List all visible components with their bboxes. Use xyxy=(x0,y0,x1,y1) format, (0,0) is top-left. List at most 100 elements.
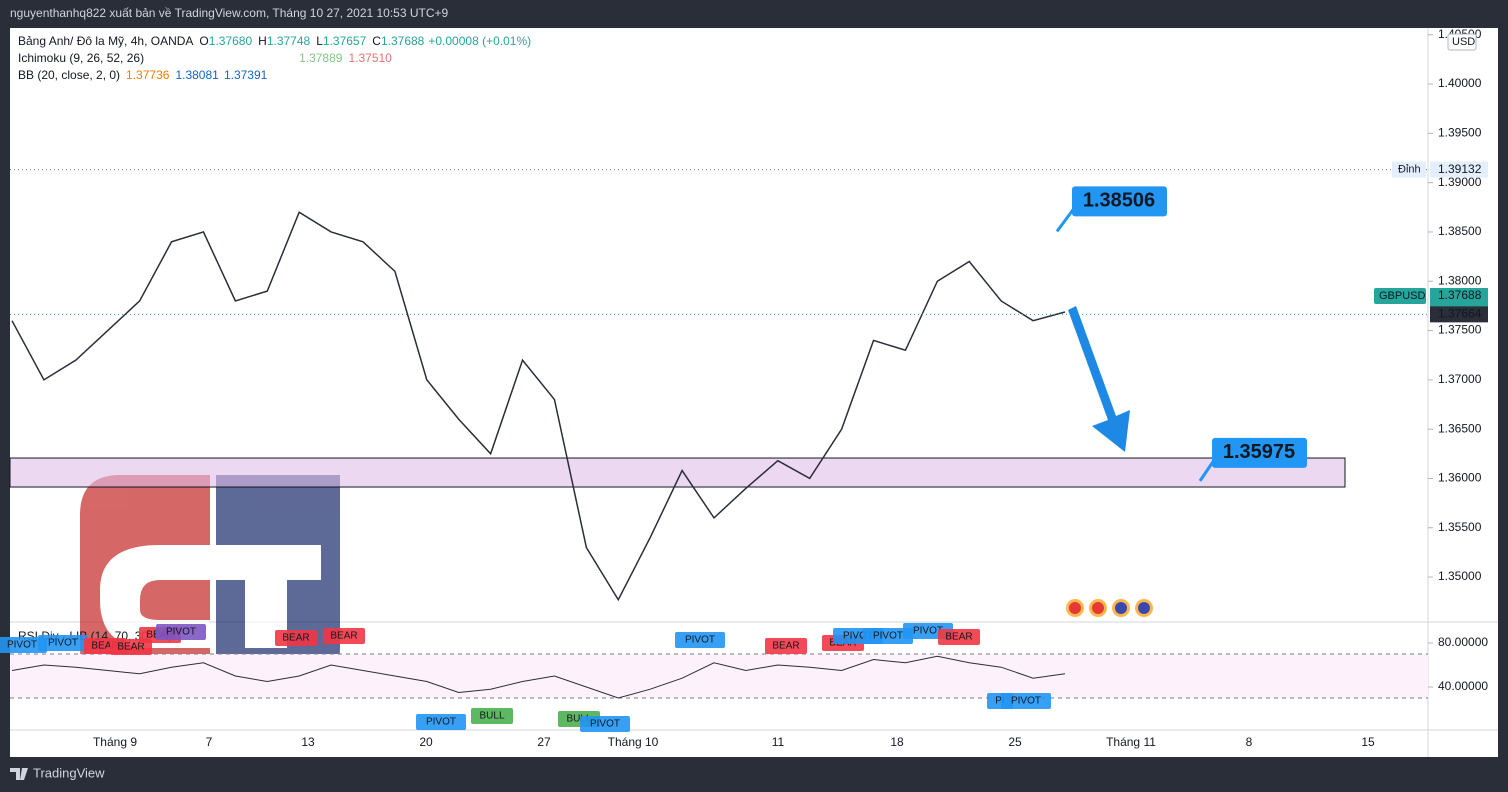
ohlc-key: H xyxy=(258,34,267,48)
signal-tag xyxy=(416,714,466,730)
brand-logo xyxy=(10,768,28,780)
x-tick-label: Tháng 11 xyxy=(1106,735,1156,749)
signal-label: BEAR xyxy=(91,641,118,652)
signal-label: BEAR xyxy=(282,633,309,644)
x-tick-label: Tháng 10 xyxy=(608,735,659,749)
ohlc-key: C xyxy=(372,34,381,48)
signal-tag xyxy=(156,624,206,640)
signal-label: PIVOT xyxy=(1011,696,1041,707)
symbol-tag xyxy=(1374,287,1426,304)
signal-label: PIVOT xyxy=(913,626,943,637)
callout-label: 1.35975 xyxy=(1223,441,1295,463)
signal-label: PIVOT xyxy=(7,640,37,651)
signal-label: BEAR xyxy=(117,642,144,653)
signal-tag xyxy=(1001,693,1051,709)
y-tick-label: 1.35500 xyxy=(1438,520,1482,534)
y-tick-label: 1.38000 xyxy=(1438,273,1482,287)
signal-label: BEAR xyxy=(945,632,972,643)
signal-label: BEAR xyxy=(772,641,799,652)
signal-label: PIVOT xyxy=(48,638,78,649)
legend-ichimoku: Ichimoku (9, 26, 52, 26) 1.37889 1.37510 xyxy=(18,51,392,65)
signal-label: PI xyxy=(995,696,1004,707)
ohlc-key: L xyxy=(316,34,323,48)
signal-tag xyxy=(0,637,47,653)
signal-tag xyxy=(863,628,913,644)
x-tick-label: 20 xyxy=(419,735,433,749)
callout-label: 1.38506 xyxy=(1083,190,1155,212)
x-tick-label: 27 xyxy=(537,735,551,749)
indicator-value: 1.37391 xyxy=(224,68,268,82)
indicator-value: 1.37736 xyxy=(126,68,170,82)
ohlc-key: O xyxy=(199,34,208,48)
forecast-arrow xyxy=(1068,306,1130,452)
publisher: nguyenthanhq822 xuất bản về TradingView.… xyxy=(10,6,449,20)
ohlc-value: 1.37680 xyxy=(209,34,253,48)
event-flags xyxy=(1066,599,1153,617)
signal-label: PIVOT xyxy=(590,719,620,730)
support-zone xyxy=(9,457,1346,488)
legend-bb: BB (20, close, 2, 0) 1.37736 1.38081 1.3739… xyxy=(18,68,268,82)
x-tick-label: 7 xyxy=(206,735,213,749)
bid-value: 1.37664 xyxy=(1438,307,1482,321)
x-tick-label: 13 xyxy=(301,735,315,749)
ohlc-value: 1.37688 xyxy=(381,34,425,48)
signal-label: BEAR xyxy=(330,631,357,642)
y-tick-label: 1.37500 xyxy=(1438,323,1482,337)
symbol: Bảng Anh/ Đô la Mỹ, 4h, OANDA xyxy=(18,34,193,48)
signal-label: BULL xyxy=(479,711,504,722)
signal-label: BULL xyxy=(566,714,591,725)
indicator-name: BB (20, close, 2, 0) xyxy=(18,68,120,82)
rsi-line xyxy=(11,655,1066,699)
y-tick-label: 1.36000 xyxy=(1438,471,1482,485)
signal-label: PIVOT xyxy=(166,627,196,638)
y-tick-label: 1.40000 xyxy=(1438,76,1482,90)
signal-tag xyxy=(580,716,630,732)
price-line xyxy=(11,211,1066,602)
signal-tag xyxy=(471,708,513,724)
brand: TradingView xyxy=(33,765,105,780)
y-tick-label: 1.35000 xyxy=(1438,569,1482,583)
currency: USD xyxy=(1452,36,1475,48)
rsi-tick-label: 40.00000 xyxy=(1438,679,1488,693)
rsi-band xyxy=(10,654,1428,698)
x-tick-label: 8 xyxy=(1246,735,1253,749)
x-tick-label: 11 xyxy=(772,735,785,749)
currency-box xyxy=(1447,33,1477,51)
signal-label: PIVOT xyxy=(873,631,903,642)
signal-tag xyxy=(38,635,88,651)
indicator-value: 1.38081 xyxy=(175,68,219,82)
y-tick-label: 1.39000 xyxy=(1438,175,1482,189)
signal-label: PIVOT xyxy=(843,631,873,642)
y-tick-label: 1.39500 xyxy=(1438,126,1482,140)
ohlc-value: 1.37748 xyxy=(267,34,311,48)
indicator-name: Ichimoku (9, 26, 52, 26) xyxy=(18,51,144,65)
indicator-value: 1.37510 xyxy=(348,51,392,65)
rsi-tick-label: 80.00000 xyxy=(1438,635,1488,649)
signal-tag xyxy=(938,629,980,645)
signal-label: PIVOT xyxy=(685,635,715,646)
high-value: 1.39132 xyxy=(1438,162,1482,176)
x-tick-label: 25 xyxy=(1008,735,1022,749)
indicator-value: 1.37889 xyxy=(299,51,343,65)
callout-box xyxy=(1212,437,1307,468)
bid-box xyxy=(1430,306,1488,323)
last-value: 1.37688 xyxy=(1438,288,1482,302)
legend-main: Bảng Anh/ Đô la Mỹ, 4h, OANDA O1.37680 H1.… xyxy=(18,34,531,48)
signal-tag xyxy=(323,628,365,644)
y-tick-label: 1.38500 xyxy=(1438,224,1482,238)
high-tag xyxy=(1392,161,1426,178)
callout-box xyxy=(1072,186,1167,217)
change: +0.00008 (+0.01%) xyxy=(428,34,531,48)
signal-label: PIVOT xyxy=(426,717,456,728)
high-tag-label: Đỉnh xyxy=(1398,164,1421,176)
x-tick-label: 15 xyxy=(1361,735,1375,749)
y-tick-label: 1.37000 xyxy=(1438,372,1482,386)
x-tick-label: 18 xyxy=(890,735,904,749)
signal-tag xyxy=(275,630,317,646)
high-value-box xyxy=(1430,161,1488,178)
ohlc-value: 1.37657 xyxy=(323,34,367,48)
y-tick-label: 1.36500 xyxy=(1438,421,1482,435)
x-tick-label: Tháng 9 xyxy=(93,735,137,749)
